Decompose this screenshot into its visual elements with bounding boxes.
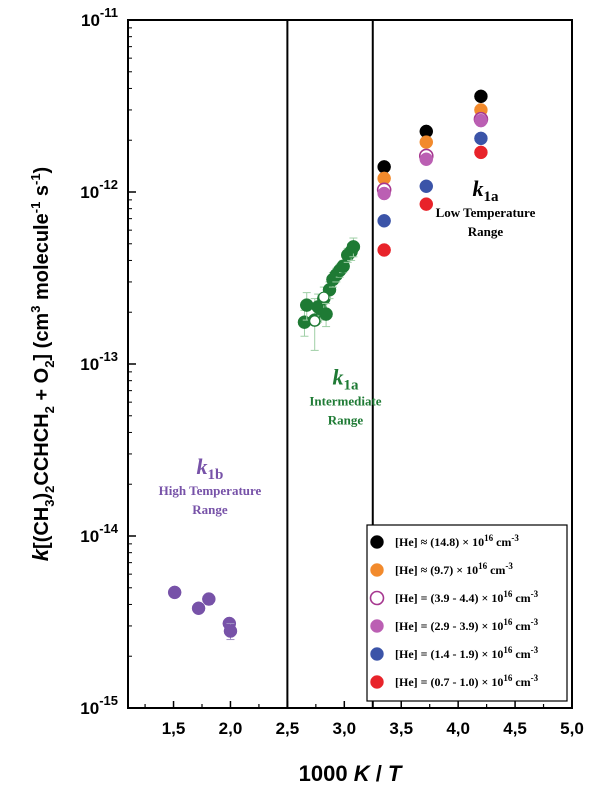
x-tick-label: 4,0: [446, 719, 470, 738]
annotation-line-1: High Temperature: [159, 483, 262, 498]
legend-marker: [369, 590, 385, 606]
legend-marker: [370, 619, 384, 633]
annotation-symbol: k1a: [472, 176, 499, 205]
open-point: [318, 291, 330, 303]
data-point: [299, 298, 314, 312]
annotation-line-2: Range: [328, 413, 364, 428]
data-point: [474, 89, 488, 104]
y-tick-label: 10-11: [81, 5, 118, 30]
data-point: [377, 160, 391, 174]
x-tick-label: 1,5: [162, 719, 186, 738]
data-point: [474, 145, 488, 160]
x-tick-label: 2,0: [219, 719, 243, 738]
x-tick-label: 2,5: [276, 719, 300, 738]
legend-label: [He] ≈ (9.7) × 1016 cm-3: [395, 561, 513, 577]
open-point: [309, 315, 321, 327]
x-tick-label: 3,0: [332, 719, 356, 738]
y-tick-label: 10-15: [80, 693, 118, 718]
data-point: [346, 240, 361, 254]
x-axis-title: 1000 K / T: [299, 761, 403, 786]
y-tick-label: 10-13: [80, 349, 118, 374]
legend-label: [He] = (3.9 - 4.4) × 1016 cm-3: [395, 589, 539, 605]
legend-box: [366, 524, 568, 702]
y-axis-title: k[(CH3)2CCHCH2 + O2] (cm3 molecule-1 s-1…: [28, 167, 57, 561]
legend-marker: [370, 675, 384, 689]
y-tick-label: 10-14: [80, 521, 118, 546]
annotation-symbol: k1b: [197, 454, 224, 483]
legend-marker: [370, 535, 384, 549]
data-point: [474, 131, 488, 146]
data-point: [167, 585, 182, 600]
data-point: [223, 624, 238, 638]
x-tick-label: 3,5: [389, 719, 413, 738]
data-point: [419, 179, 434, 194]
legend-marker: [370, 563, 384, 577]
legend: [He] ≈ (14.8) × 1016 cm-3 [He] ≈ (9.7) × …: [366, 524, 568, 702]
data-point: [419, 152, 434, 167]
annotation-symbol: k1a: [332, 365, 359, 394]
x-tick-label: 4,5: [503, 719, 527, 738]
y-tick-label: 10-12: [80, 177, 118, 202]
data-point: [419, 135, 434, 149]
annotation-line-1: Low Temperature: [436, 205, 536, 220]
data-point: [202, 592, 216, 606]
data-point: [474, 113, 488, 128]
data-point: [377, 243, 391, 257]
annotation-line-2: Range: [192, 502, 228, 517]
data-point: [377, 186, 391, 201]
legend-marker: [370, 647, 384, 661]
region-dividers: [286, 20, 374, 708]
data-point: [377, 214, 391, 228]
data-point: [191, 601, 206, 616]
data-points: [167, 89, 489, 641]
data-point: [419, 197, 434, 211]
annotation-line-2: Range: [468, 224, 504, 239]
annotation-line-1: Intermediate: [309, 394, 381, 409]
axis-ticks: 1,5 2,0 2,5 3,0 3,5 4,0 4,5 5,0 10-15 10-14 10-13 1…: [80, 5, 584, 738]
legend-label: [He] ≈ (14.8) × 1016 cm-3: [395, 533, 519, 549]
data-point: [319, 307, 333, 321]
legend-label: [He] = (2.9 - 3.9) × 1016 cm-3: [395, 617, 539, 633]
legend-label: [He] = (1.4 - 1.9) × 1016 cm-3: [395, 645, 539, 661]
x-tick-label: 5,0: [560, 719, 584, 738]
legend-label: [He] = (0.7 - 1.0) × 1016 cm-3: [395, 673, 539, 689]
